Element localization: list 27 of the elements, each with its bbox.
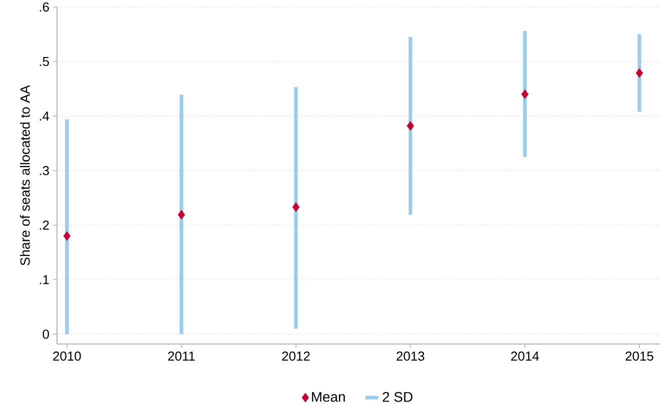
legend-label: Mean <box>312 392 345 402</box>
bar <box>523 30 527 157</box>
point <box>178 210 186 220</box>
x-tick-label: 2013 <box>396 352 424 361</box>
bar <box>65 119 69 334</box>
y-tick-label: .1 <box>40 275 49 284</box>
point <box>406 121 414 131</box>
y-tick-label: .3 <box>40 166 49 176</box>
bar <box>294 87 298 329</box>
x-tick-label: 2010 <box>53 352 81 361</box>
point <box>63 231 71 241</box>
y-tick-label: .4 <box>40 112 50 121</box>
point <box>521 89 529 100</box>
y-axis-title: Share of seats allocated to AA <box>20 85 30 266</box>
y-tick-label: 0 <box>42 330 49 339</box>
point <box>292 202 300 212</box>
point <box>636 68 644 78</box>
legend-label: 2 SD <box>382 392 412 402</box>
bar <box>408 36 412 215</box>
x-tick-label: 2015 <box>626 352 654 361</box>
x-tick-label: 2011 <box>168 352 195 361</box>
y-tick-label: .5 <box>40 57 49 66</box>
y-tick-label: .6 <box>40 2 49 12</box>
bar <box>180 94 184 334</box>
x-tick-label: 2014 <box>511 352 539 361</box>
y-tick-label: .2 <box>40 220 49 230</box>
x-tick-label: 2012 <box>282 352 310 361</box>
